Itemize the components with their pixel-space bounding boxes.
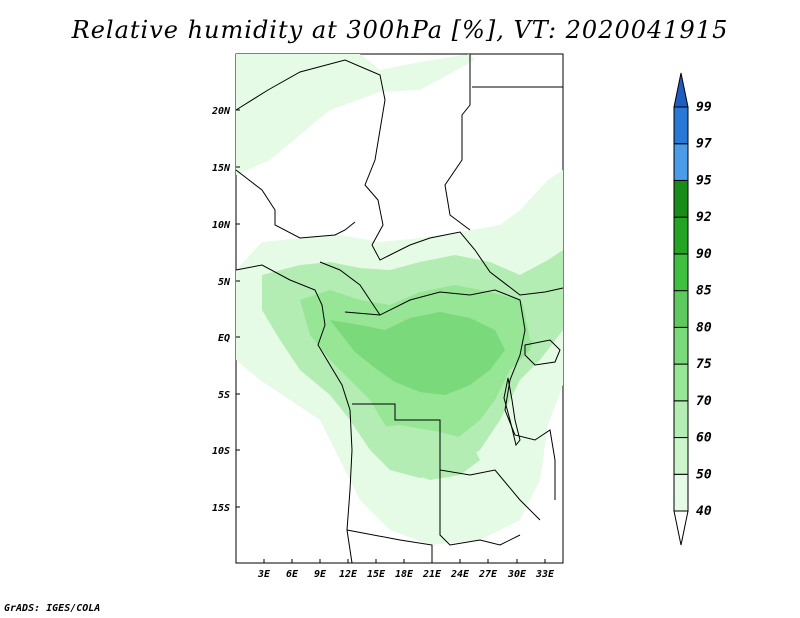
country-borders bbox=[235, 54, 564, 564]
humidity-area-east bbox=[520, 280, 563, 345]
lat-label: 10N bbox=[212, 220, 231, 231]
border-cameroon bbox=[319, 261, 381, 316]
lon-label: 6E bbox=[286, 569, 299, 580]
colorbar-label: 80 bbox=[696, 320, 712, 335]
lat-label: 10S bbox=[212, 446, 230, 457]
colorbar-bin bbox=[673, 216, 689, 255]
lon-label: 15E bbox=[367, 569, 386, 580]
border-sahara bbox=[444, 54, 471, 231]
lon-label: 24E bbox=[450, 569, 470, 580]
lat-label: 15N bbox=[212, 163, 231, 174]
credit-text: GrADS: IGES/COLA bbox=[4, 603, 101, 614]
border-congo bbox=[344, 289, 556, 500]
humidity-area-north bbox=[236, 54, 475, 175]
lake-tanganyika bbox=[503, 377, 521, 447]
lon-label: 27E bbox=[478, 569, 498, 580]
colorbar-label: 40 bbox=[696, 504, 712, 519]
lat-label: 5S bbox=[218, 390, 230, 401]
border-south bbox=[346, 529, 433, 563]
colorbar-bin bbox=[673, 106, 689, 145]
lon-label: 18E bbox=[395, 569, 414, 580]
colorbar-bin bbox=[673, 143, 689, 181]
lon-label: 9E bbox=[314, 569, 327, 580]
colorbar-label: 95 bbox=[696, 173, 712, 188]
colorbar-bin bbox=[673, 363, 689, 402]
colorbar-bin bbox=[673, 72, 689, 108]
lat-label: 5N bbox=[218, 277, 231, 288]
colorbar-bin bbox=[673, 179, 689, 218]
colorbar-label: 85 bbox=[696, 284, 712, 299]
lat-label: EQ bbox=[218, 333, 230, 344]
colorbar-label: 97 bbox=[696, 137, 712, 152]
humidity-shading bbox=[236, 54, 563, 545]
border-angola bbox=[439, 470, 521, 546]
lon-label: 12E bbox=[339, 569, 358, 580]
colorbar-label: 75 bbox=[696, 357, 712, 372]
colorbar-bin bbox=[673, 400, 689, 439]
lon-label: 33E bbox=[535, 569, 555, 580]
colorbar-label: 50 bbox=[696, 467, 712, 482]
colorbar-label: 90 bbox=[696, 247, 712, 262]
colorbar-label: 99 bbox=[696, 100, 712, 115]
colorbar-bin bbox=[673, 326, 689, 365]
latitude-ticks bbox=[236, 109, 240, 508]
coastline-west bbox=[235, 264, 353, 564]
longitude-ticks bbox=[263, 559, 546, 563]
colorbar-label: 60 bbox=[696, 431, 712, 446]
humidity-area-core bbox=[330, 312, 505, 395]
lon-label: 3E bbox=[257, 569, 271, 580]
colorbar-label: 70 bbox=[696, 394, 712, 409]
lon-label: 21E bbox=[422, 569, 442, 580]
colorbar-bin bbox=[673, 253, 689, 292]
longitude-labels: 3E 6E 9E 12E 15E 18E 21E 24E 27E 30E 33E bbox=[257, 569, 555, 580]
lon-label: 30E bbox=[507, 569, 527, 580]
colorbar-bin bbox=[673, 290, 689, 328]
colorbar: 40 50 60 70 75 80 85 90 92 95 97 99 bbox=[673, 72, 712, 546]
border-north bbox=[235, 59, 386, 246]
colorbar-bin bbox=[673, 437, 689, 475]
border-nigeria bbox=[235, 169, 356, 239]
latitude-labels: 20N 15N 10N 5N EQ 5S 10S 15S bbox=[211, 106, 231, 514]
map-title: Relative humidity at 300hPa [%], VT: 202… bbox=[71, 16, 729, 44]
colorbar-bin bbox=[673, 510, 689, 546]
border-chad-car bbox=[371, 231, 564, 296]
colorbar-bin bbox=[673, 473, 689, 512]
lat-label: 20N bbox=[211, 106, 231, 117]
colorbar-label: 92 bbox=[696, 210, 712, 225]
lat-label: 15S bbox=[212, 503, 230, 514]
lake-victoria bbox=[524, 339, 561, 366]
humidity-area-south bbox=[360, 425, 480, 480]
